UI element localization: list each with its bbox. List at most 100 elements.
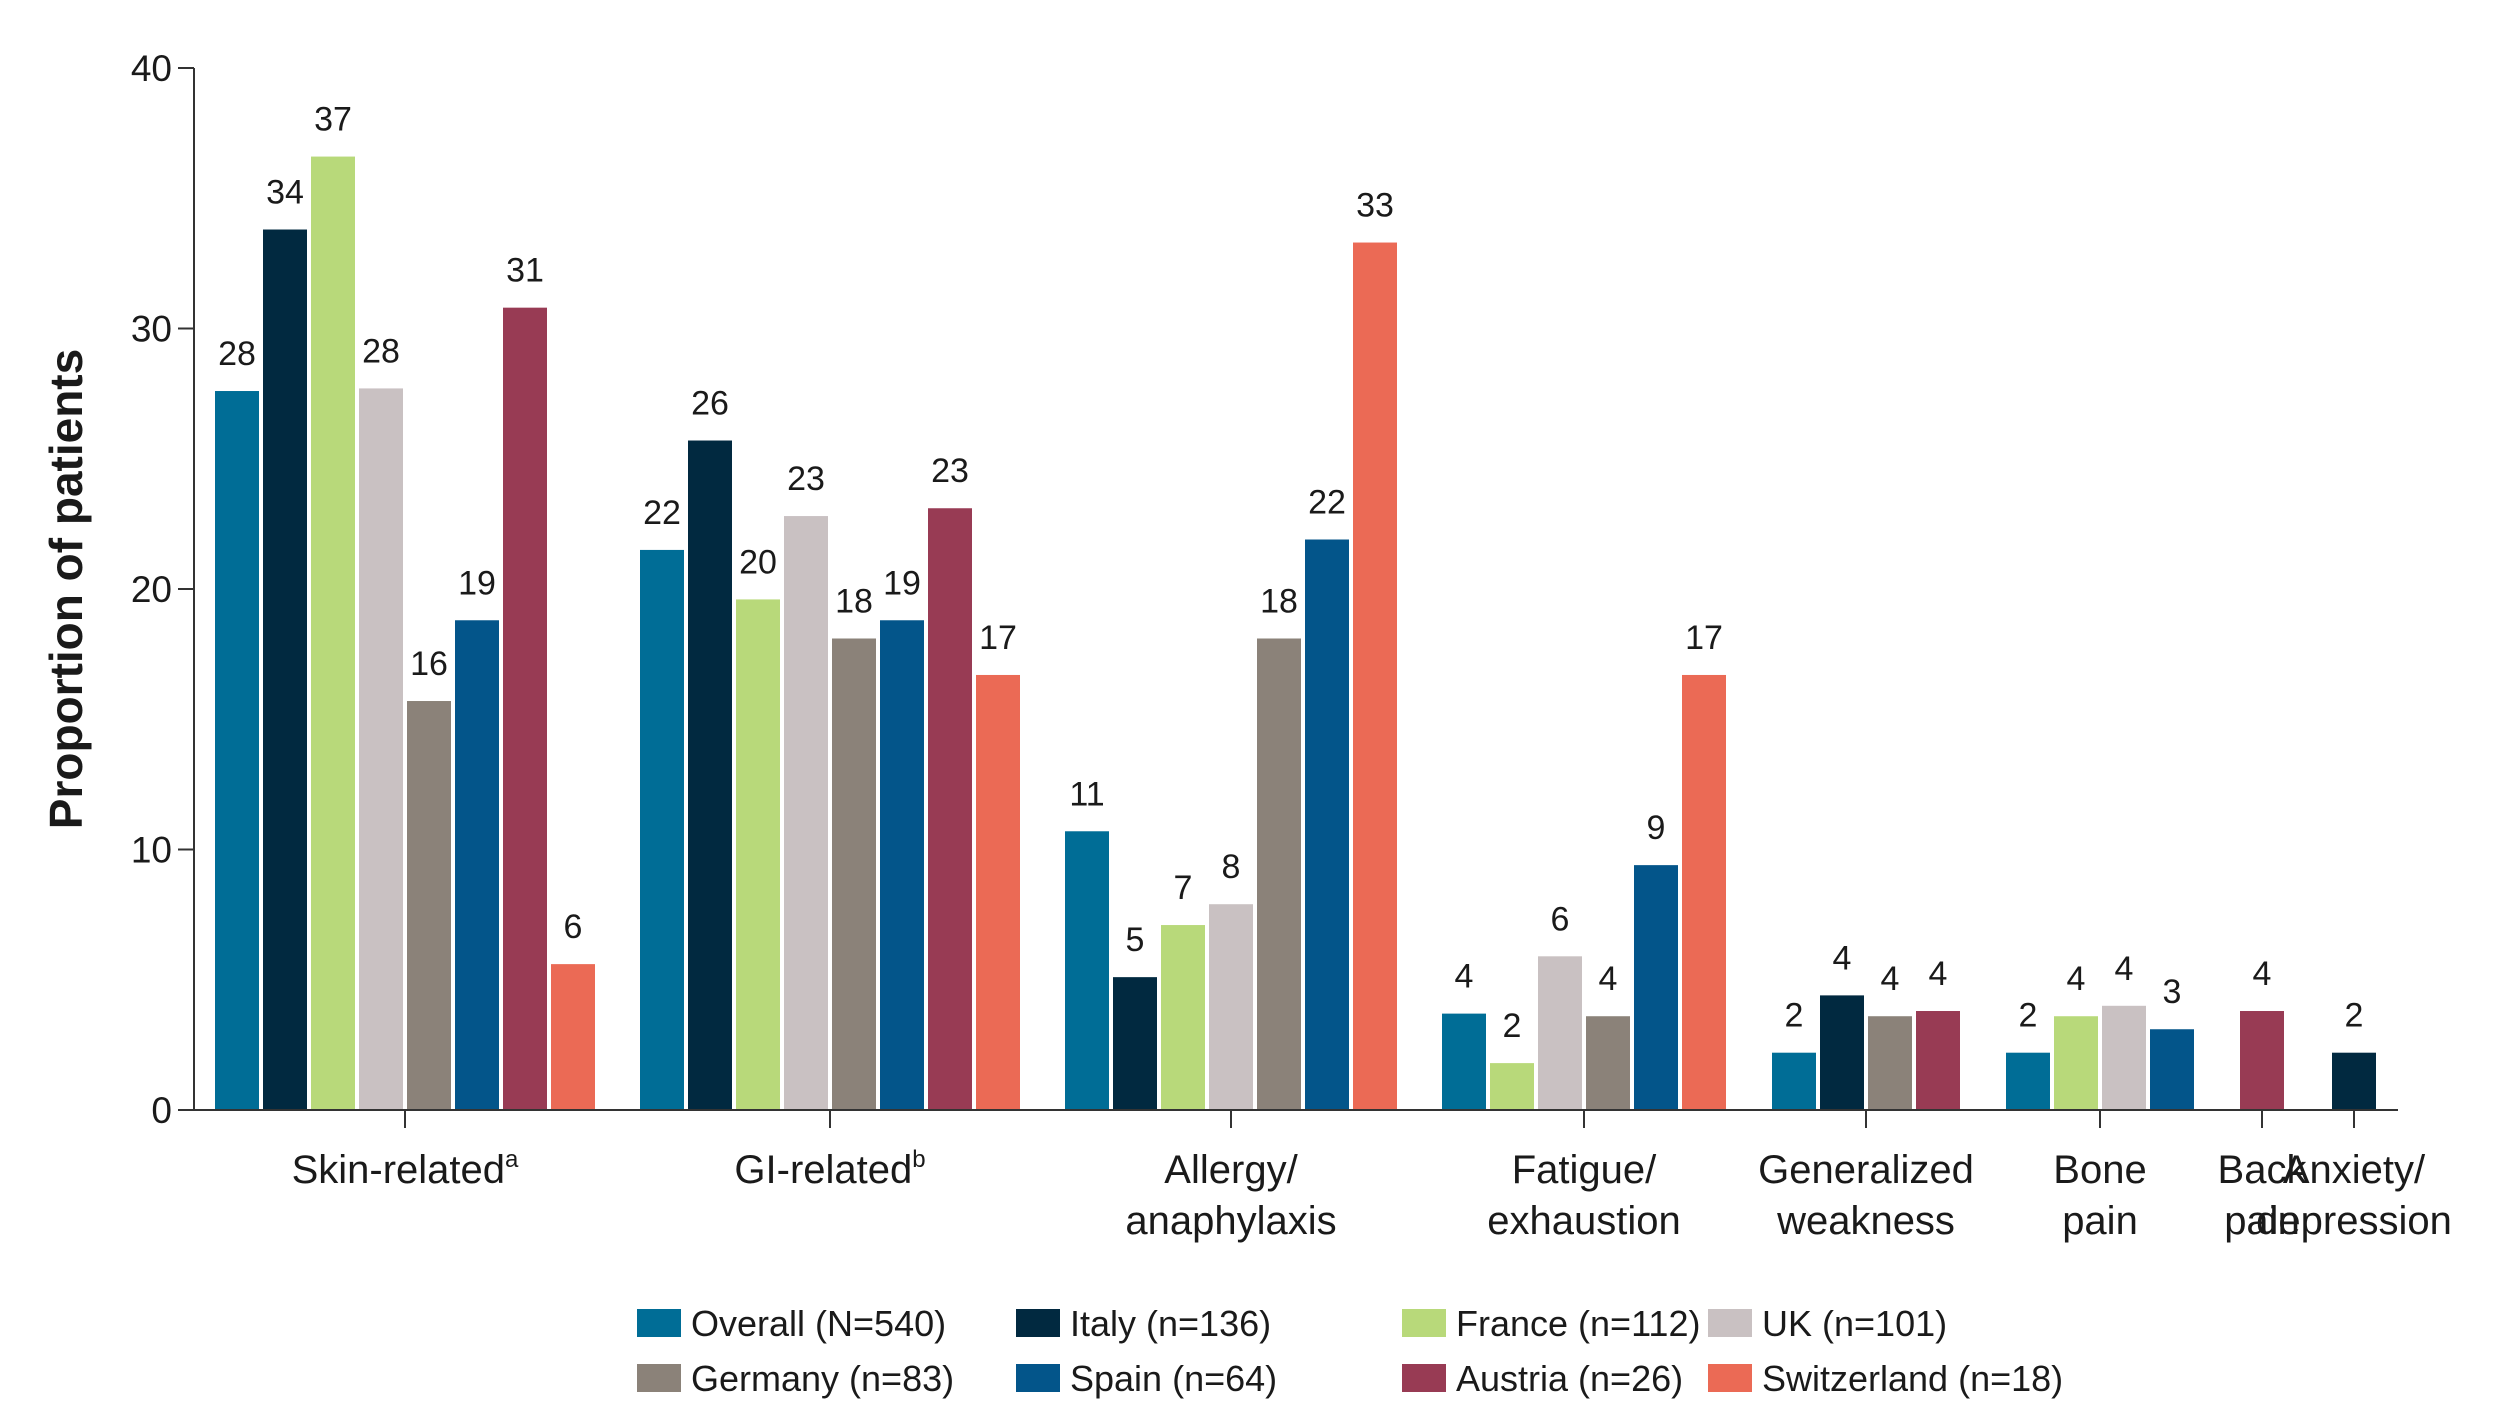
category-label: Allergy/anaphylaxis [1125,1148,1336,1243]
bar-value-label: 18 [1260,582,1298,620]
bar-5-2 [1305,539,1349,1110]
bar-3-3 [1538,956,1582,1110]
bar-0-1 [640,549,684,1110]
bar-value-label: 8 [1222,848,1241,886]
bar-3-5 [2102,1005,2146,1110]
bar-value-label: 17 [1685,619,1723,657]
legend-swatch [1016,1364,1060,1392]
legend-item: Spain (n=64) [1016,1358,1277,1399]
legend-label: Switzerland (n=18) [1762,1358,2063,1399]
bar-value-label: 26 [691,385,729,423]
bar-value-label: 6 [564,908,583,946]
bar-value-label: 18 [835,582,873,620]
y-tick-label: 0 [151,1090,172,1131]
bars [215,156,2376,1110]
bar-1-7 [2332,1052,2376,1110]
bar-5-3 [1634,865,1678,1110]
bar-2-2 [1161,925,1205,1110]
bar-value-label: 5 [1126,921,1145,959]
bar-4-2 [1257,638,1301,1110]
bar-7-3 [1682,674,1726,1110]
bar-value-label: 22 [643,494,681,532]
bar-value-label: 11 [1069,775,1104,813]
bar-6-1 [928,508,972,1110]
bar-0-2 [1065,831,1109,1110]
bar-value-label: 20 [739,543,777,581]
legend-label: UK (n=101) [1762,1303,1947,1344]
bar-value-label: 19 [883,564,921,602]
legend-swatch [637,1309,681,1337]
legend-item: France (n=112) [1402,1303,1700,1344]
bar-7-2 [1353,242,1397,1110]
bar-0-4 [1772,1052,1816,1110]
legend-item: Austria (n=26) [1402,1358,1683,1399]
bar-value-label: 4 [2067,960,2086,998]
bar-1-4 [1820,995,1864,1110]
legend-label: Germany (n=83) [691,1358,954,1399]
bar-7-1 [976,674,1020,1110]
bar-value-label: 4 [2253,955,2272,993]
bar-value-label: 4 [2115,950,2134,988]
bar-value-label: 7 [1174,869,1193,907]
bar-value-label: 4 [1599,960,1618,998]
legend-label: France (n=112) [1456,1303,1700,1344]
bar-value-label: 4 [1833,939,1852,977]
legend-item: Italy (n=136) [1016,1303,1271,1344]
legend-item: Germany (n=83) [637,1358,954,1399]
bar-value-label: 4 [1929,955,1948,993]
category-label: Fatigue/exhaustion [1487,1148,1680,1243]
bar-6-6 [2240,1011,2284,1110]
bar-7-0 [551,964,595,1110]
legend: Overall (N=540) Italy (n=136) France (n=11… [637,1303,2063,1399]
category-label: GI-relatedb [734,1146,925,1192]
y-tick-label: 10 [131,830,172,871]
bar-5-1 [880,620,924,1110]
bar-5-0 [455,620,499,1110]
y-tick-label: 40 [131,48,172,89]
y-axis-title: Proportion of patients [40,349,92,829]
bar-3-1 [784,516,828,1110]
bar-value-label: 23 [787,460,825,498]
legend-item: Overall (N=540) [637,1303,946,1344]
bar-4-4 [1868,1016,1912,1110]
legend-item: Switzerland (n=18) [1708,1358,2063,1399]
category-label: Bone pain [2053,1148,2146,1243]
bar-value-label: 33 [1356,187,1394,225]
bar-value-label: 2 [1503,1007,1522,1045]
bar-value-label: 2 [2019,997,2038,1035]
category-label: Back pain [2218,1148,2308,1243]
bar-2-5 [2054,1016,2098,1110]
bar-value-label: 17 [979,619,1017,657]
y-tick-label: 30 [131,309,172,350]
y-tick-label: 20 [131,569,172,610]
bar-value-label: 4 [1455,958,1474,996]
bar-0-3 [1442,1013,1486,1110]
legend-swatch [1402,1364,1446,1392]
bar-1-2 [1113,977,1157,1110]
bar-3-0 [359,388,403,1110]
legend-swatch [1708,1309,1752,1337]
legend-swatch [637,1364,681,1392]
category-label: Anxiety/depression [2256,1148,2452,1243]
legend-label: Spain (n=64) [1070,1358,1277,1399]
bar-value-label: 34 [266,174,304,212]
bar-value-label: 31 [506,252,544,290]
legend-swatch [1402,1309,1446,1337]
legend-label: Overall (N=540) [691,1303,946,1344]
bar-value-label: 2 [2345,997,2364,1035]
legend-swatch [1708,1364,1752,1392]
bar-1-0 [263,229,307,1110]
bar-value-label: 4 [1881,960,1900,998]
bar-value-label: 37 [314,101,352,139]
legend-item: UK (n=101) [1708,1303,1947,1344]
bar-3-2 [1209,904,1253,1110]
bar-2-0 [311,156,355,1110]
bar-1-1 [688,440,732,1110]
x-axis: Skin-relateda GI-relatedb Allergy/anaphyla… [194,1109,2452,1243]
bar-4-3 [1586,1016,1630,1110]
y-axis: 0 10 20 30 40 Proportion of patients [40,48,195,1131]
legend-label: Italy (n=136) [1070,1303,1271,1344]
category-label: Skin-relateda [292,1146,519,1192]
bar-0-5 [2006,1052,2050,1110]
bar-5-5 [2150,1029,2194,1110]
